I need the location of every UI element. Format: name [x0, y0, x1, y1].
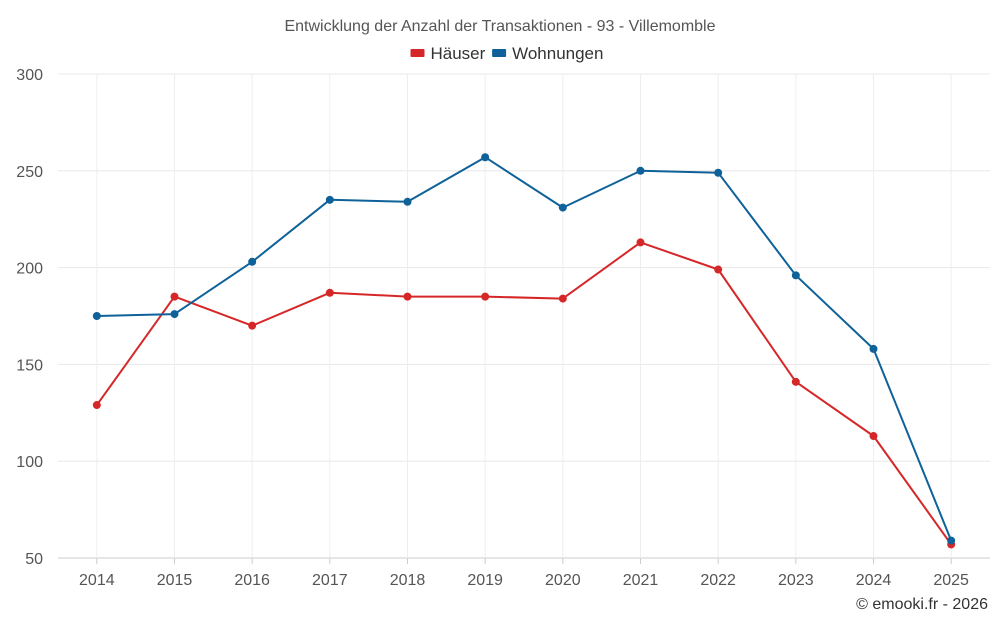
x-tick-label: 2021	[623, 572, 659, 589]
legend-item[interactable]: Wohnungen	[492, 44, 603, 63]
data-point[interactable]	[791, 271, 800, 280]
data-point[interactable]	[869, 344, 878, 353]
data-point[interactable]	[869, 432, 878, 441]
legend-label: Wohnungen	[512, 44, 603, 63]
data-point[interactable]	[325, 195, 334, 204]
series-2	[92, 153, 956, 545]
legend-swatch	[492, 49, 507, 57]
data-point[interactable]	[403, 292, 412, 301]
y-tick-label: 250	[16, 164, 43, 181]
data-point[interactable]	[947, 536, 956, 545]
y-tick-label: 200	[16, 261, 43, 278]
chart-title: Entwicklung der Anzahl der Transaktionen…	[284, 18, 715, 35]
gridlines	[58, 73, 990, 559]
y-tick-label: 100	[16, 454, 43, 471]
data-point[interactable]	[403, 197, 412, 206]
series-line	[95, 241, 953, 545]
x-tick-label: 2024	[856, 572, 892, 589]
data-point[interactable]	[481, 153, 490, 162]
x-tick-label: 2017	[312, 572, 348, 589]
data-point[interactable]	[636, 238, 645, 247]
x-tick-label: 2019	[467, 572, 503, 589]
x-tick-label: 2014	[79, 572, 115, 589]
data-point[interactable]	[325, 288, 334, 297]
data-point[interactable]	[791, 377, 800, 386]
data-point[interactable]	[481, 292, 490, 301]
legend-swatch	[410, 49, 425, 57]
x-tick-label: 2016	[234, 572, 270, 589]
legend: Häuser Wohnungen	[410, 44, 603, 63]
x-tick-label: 2018	[390, 572, 426, 589]
axes: 50 100 150 200 250 300 2014 2015 2016 2017 2018 201…	[16, 67, 969, 589]
data-point[interactable]	[248, 257, 257, 266]
x-tick-label: 2020	[545, 572, 581, 589]
x-tick-label: 2023	[778, 572, 814, 589]
data-point[interactable]	[558, 203, 567, 212]
legend-item[interactable]: Häuser	[410, 44, 486, 63]
data-point[interactable]	[92, 401, 101, 410]
data-point[interactable]	[714, 168, 723, 177]
y-tick-label: 150	[16, 357, 43, 374]
data-point[interactable]	[558, 294, 567, 303]
data-point[interactable]	[248, 321, 257, 330]
y-tick-label: 50	[25, 551, 43, 568]
credit-text: © emooki.fr - 2026	[856, 596, 988, 613]
series-line	[96, 156, 953, 541]
data-point[interactable]	[170, 310, 179, 319]
data-point[interactable]	[714, 265, 723, 274]
y-tick-label: 300	[16, 67, 43, 84]
x-tick-label: 2015	[157, 572, 193, 589]
data-point[interactable]	[92, 312, 101, 320]
x-tick-label: 2022	[700, 572, 736, 589]
data-point[interactable]	[636, 166, 645, 175]
x-tick-label: 2025	[933, 572, 969, 589]
series-1	[92, 238, 956, 549]
legend-label: Häuser	[431, 44, 486, 63]
data-point[interactable]	[170, 292, 179, 301]
series-layer	[92, 153, 956, 549]
